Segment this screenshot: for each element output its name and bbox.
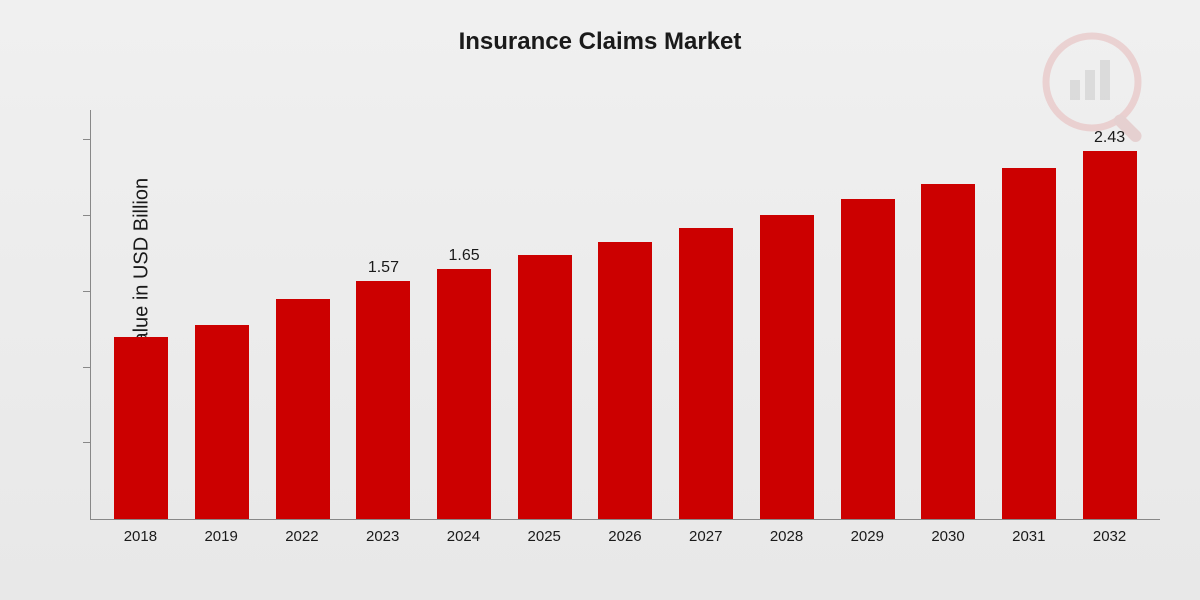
bar-slot bbox=[908, 110, 989, 519]
bar-slot: 1.57 bbox=[343, 110, 424, 519]
y-tick bbox=[83, 215, 91, 216]
x-tick-label: 2032 bbox=[1069, 522, 1150, 550]
x-tick-label: 2019 bbox=[181, 522, 262, 550]
bar bbox=[598, 242, 652, 519]
x-tick-label: 2026 bbox=[585, 522, 666, 550]
bar-value-label: 1.57 bbox=[368, 259, 399, 277]
x-tick-label: 2027 bbox=[665, 522, 746, 550]
bar-value-label: 1.65 bbox=[449, 247, 480, 265]
bar bbox=[841, 199, 895, 519]
bar-slot bbox=[989, 110, 1070, 519]
y-tick bbox=[83, 367, 91, 368]
x-labels-row: 2018201920222023202420252026202720282029… bbox=[90, 522, 1160, 550]
bar-slot bbox=[504, 110, 585, 519]
bar bbox=[356, 281, 410, 519]
y-tick bbox=[83, 139, 91, 140]
chart-area: 1.571.652.43 201820192022202320242025202… bbox=[90, 110, 1160, 550]
bar bbox=[276, 299, 330, 519]
x-tick-label: 2030 bbox=[908, 522, 989, 550]
bar-slot bbox=[262, 110, 343, 519]
bar-slot bbox=[182, 110, 263, 519]
x-tick-label: 2024 bbox=[423, 522, 504, 550]
bar-slot bbox=[101, 110, 182, 519]
x-tick-label: 2025 bbox=[504, 522, 585, 550]
bar bbox=[1083, 151, 1137, 519]
bar-slot bbox=[585, 110, 666, 519]
chart-title: Insurance Claims Market bbox=[0, 0, 1200, 56]
bar-value-label: 2.43 bbox=[1094, 129, 1125, 147]
bar bbox=[760, 215, 814, 519]
bar bbox=[1002, 168, 1056, 519]
bar-slot bbox=[666, 110, 747, 519]
x-tick-label: 2023 bbox=[342, 522, 423, 550]
x-tick-label: 2018 bbox=[100, 522, 181, 550]
bar-slot bbox=[747, 110, 828, 519]
bar bbox=[518, 255, 572, 519]
x-tick-label: 2031 bbox=[988, 522, 1069, 550]
bar bbox=[921, 184, 975, 519]
x-tick-label: 2022 bbox=[262, 522, 343, 550]
y-tick bbox=[83, 442, 91, 443]
bar bbox=[679, 228, 733, 519]
bar-slot: 2.43 bbox=[1069, 110, 1150, 519]
bar-slot: 1.65 bbox=[424, 110, 505, 519]
bar bbox=[437, 269, 491, 519]
y-tick bbox=[83, 291, 91, 292]
bar bbox=[195, 325, 249, 519]
bar-slot bbox=[827, 110, 908, 519]
x-tick-label: 2029 bbox=[827, 522, 908, 550]
bar bbox=[114, 337, 168, 519]
bars-container: 1.57 1.65 2.43 bbox=[91, 110, 1160, 519]
x-tick-label: 2028 bbox=[746, 522, 827, 550]
plot-area: 1.57 1.65 2.43 bbox=[90, 110, 1160, 520]
